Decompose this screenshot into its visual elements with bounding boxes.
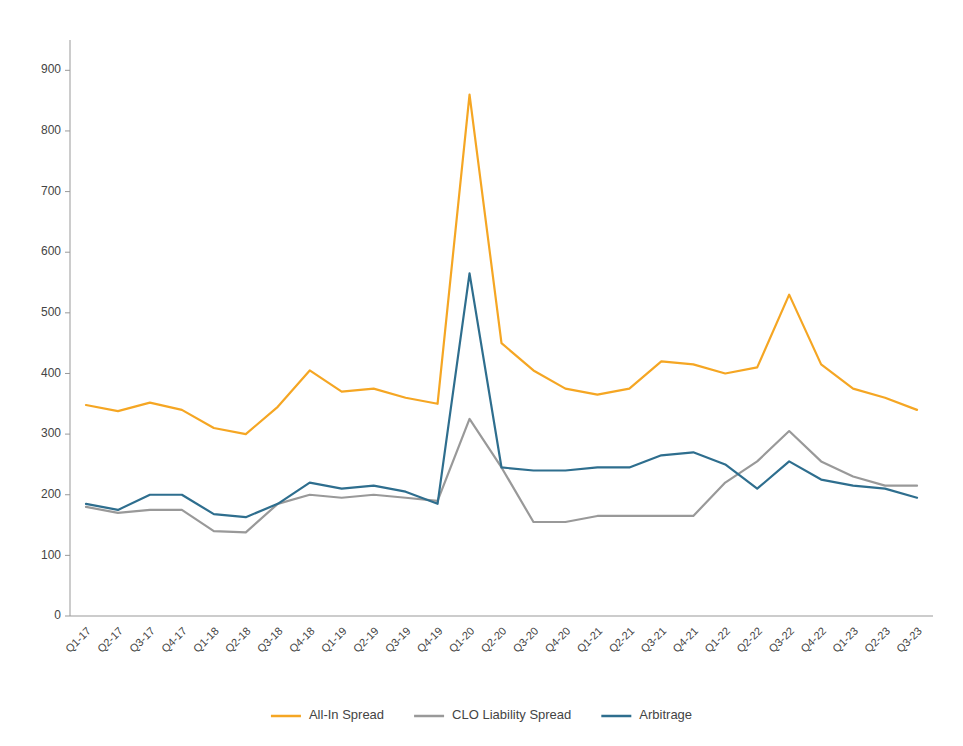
y-tick-label: 500 [41, 305, 61, 319]
legend: All-In Spread CLO Liability Spread Arbitra… [271, 707, 692, 722]
legend-item: CLO Liability Spread [414, 707, 571, 722]
plot-area [86, 95, 917, 533]
x-tick-label: Q1-17 [63, 625, 93, 655]
x-tick-label: Q4-18 [287, 625, 317, 655]
y-tick-label: 100 [41, 548, 61, 562]
y-tick [65, 494, 70, 495]
y-axis-line [70, 40, 71, 616]
axes: 0100200300400500600700800900Q1-17Q2-17Q3… [41, 40, 933, 655]
y-tick [65, 555, 70, 556]
x-tick-label: Q2-22 [734, 625, 764, 655]
x-tick-label: Q1-21 [574, 625, 604, 655]
legend-label: All-In Spread [309, 707, 384, 722]
series-line [86, 95, 917, 435]
y-tick-label: 200 [41, 487, 61, 501]
legend-swatch [271, 715, 301, 718]
y-tick-label: 400 [41, 366, 61, 380]
x-tick-label: Q1-23 [830, 625, 860, 655]
x-tick-label: Q1-22 [702, 625, 732, 655]
x-tick-label: Q3-19 [383, 625, 413, 655]
x-tick-label: Q1-19 [319, 625, 349, 655]
x-tick-label: Q2-23 [862, 625, 892, 655]
y-tick-label: 300 [41, 426, 61, 440]
y-tick-label: 800 [41, 123, 61, 137]
y-tick [65, 616, 70, 617]
legend-swatch [414, 715, 444, 718]
legend-label: Arbitrage [639, 707, 692, 722]
legend-item: Arbitrage [601, 707, 692, 722]
chart-container: 0100200300400500600700800900Q1-17Q2-17Q3… [0, 0, 963, 746]
y-tick [65, 130, 70, 131]
y-tick-label: 600 [41, 244, 61, 258]
series-line [86, 419, 917, 532]
x-tick-label: Q4-17 [159, 625, 189, 655]
x-tick-label: Q4-21 [670, 625, 700, 655]
y-tick [65, 252, 70, 253]
x-axis-line [70, 616, 933, 617]
x-tick-label: Q3-23 [894, 625, 924, 655]
chart-svg: 0100200300400500600700800900Q1-17Q2-17Q3… [0, 0, 963, 746]
x-tick-label: Q1-20 [447, 625, 477, 655]
x-tick-label: Q3-17 [127, 625, 157, 655]
x-tick-label: Q4-19 [415, 625, 445, 655]
y-tick-label: 900 [41, 62, 61, 76]
legend-item: All-In Spread [271, 707, 384, 722]
y-tick [65, 434, 70, 435]
x-tick-label: Q3-22 [766, 625, 796, 655]
legend-swatch [601, 715, 631, 718]
y-tick-label: 0 [54, 608, 61, 622]
x-tick-label: Q2-18 [223, 625, 253, 655]
x-tick-label: Q1-18 [191, 625, 221, 655]
x-tick-label: Q4-22 [798, 625, 828, 655]
x-tick-label: Q3-20 [510, 625, 540, 655]
legend-label: CLO Liability Spread [452, 707, 571, 722]
y-tick-label: 700 [41, 184, 61, 198]
x-tick-label: Q3-21 [638, 625, 668, 655]
y-tick [65, 312, 70, 313]
x-tick-label: Q4-20 [542, 625, 572, 655]
y-tick [65, 373, 70, 374]
x-tick-label: Q2-21 [606, 625, 636, 655]
x-tick-label: Q2-19 [351, 625, 381, 655]
y-tick [65, 191, 70, 192]
x-tick-label: Q2-20 [478, 625, 508, 655]
series-line [86, 273, 917, 517]
y-tick [65, 70, 70, 71]
x-tick-label: Q2-17 [95, 625, 125, 655]
x-tick-label: Q3-18 [255, 625, 285, 655]
